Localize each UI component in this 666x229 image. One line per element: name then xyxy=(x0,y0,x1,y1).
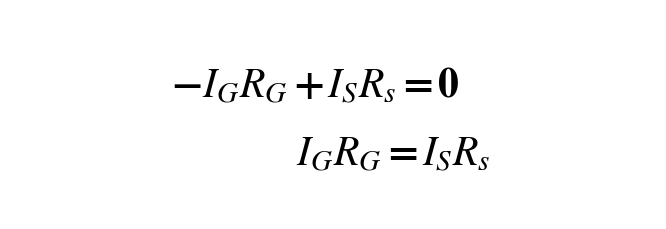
Text: $\boldsymbol{I_GR_G = I_SR_s}$: $\boldsymbol{I_GR_G = I_SR_s}$ xyxy=(296,135,490,174)
Text: $\boldsymbol{-I_GR_G + I_SR_s = 0}$: $\boldsymbol{-I_GR_G + I_SR_s = 0}$ xyxy=(171,65,460,106)
